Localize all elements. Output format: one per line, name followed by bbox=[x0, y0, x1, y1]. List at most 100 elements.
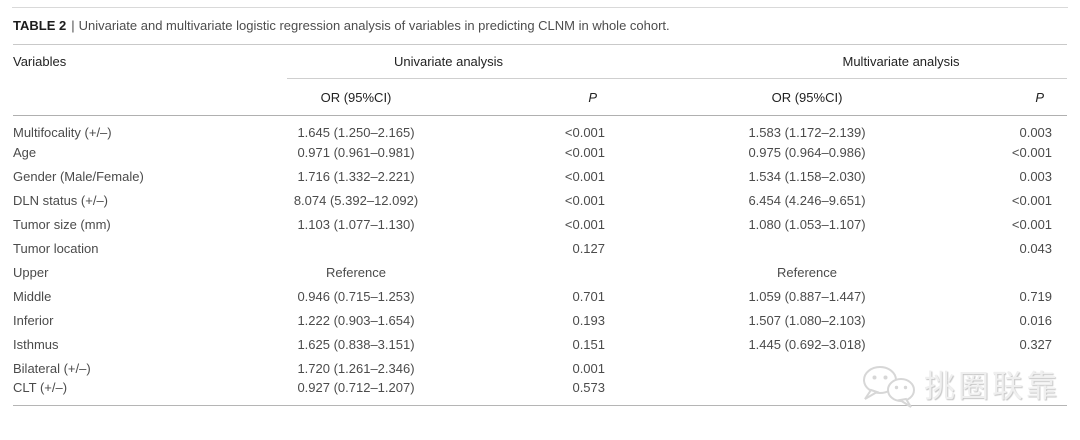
column-spacer bbox=[610, 212, 735, 236]
cell-univariate-or: 1.103 (1.077–1.130) bbox=[297, 216, 415, 232]
table-caption-text: Univariate and multivariate logistic reg… bbox=[78, 18, 670, 33]
sub-header-empty bbox=[13, 78, 287, 116]
cell-multivariate-or bbox=[735, 356, 879, 380]
table-header: Variables Univariate analysis Multivaria… bbox=[13, 44, 1068, 116]
cell-multivariate-or: 0.975 (0.964–0.986) bbox=[748, 144, 866, 160]
cell-variable: Gender (Male/Female) bbox=[13, 168, 144, 184]
cell-multivariate-or: 1.059 (0.887–1.447) bbox=[748, 288, 866, 304]
cell-variable: Inferior bbox=[13, 312, 54, 328]
cell-multivariate-or: 6.454 (4.246–9.651) bbox=[748, 192, 866, 208]
cell-univariate-p bbox=[425, 260, 610, 284]
group-header-univariate: Univariate analysis bbox=[287, 44, 611, 79]
cell-univariate-or: 0.927 (0.712–1.207) bbox=[297, 380, 415, 395]
column-spacer bbox=[610, 308, 735, 332]
cell-univariate-p: <0.001 bbox=[564, 125, 606, 140]
cell-univariate-or: 1.716 (1.332–2.221) bbox=[297, 168, 415, 184]
table-caption-separator: | bbox=[71, 18, 75, 33]
column-spacer bbox=[610, 116, 735, 141]
table-row: Tumor location 0.127 0.043 bbox=[13, 236, 1067, 260]
column-spacer bbox=[610, 140, 735, 164]
table-row: Tumor size (mm) 1.103 (1.077–1.130) <0.001… bbox=[13, 212, 1067, 236]
cell-multivariate-p bbox=[879, 260, 1067, 284]
cell-multivariate-p: <0.001 bbox=[1011, 192, 1053, 208]
cell-multivariate-p: 0.003 bbox=[1019, 125, 1053, 140]
cell-multivariate-p: 0.016 bbox=[1019, 312, 1053, 328]
cell-variable: Age bbox=[13, 144, 37, 160]
table-caption: TABLE 2 | Univariate and multivariate logi… bbox=[13, 17, 1067, 34]
cell-multivariate-or bbox=[735, 236, 879, 260]
column-spacer bbox=[610, 332, 735, 356]
column-spacer bbox=[610, 78, 736, 116]
cell-multivariate-p bbox=[879, 380, 1067, 406]
table-row: Inferior 1.222 (0.903–1.654) 0.193 1.507 (1… bbox=[13, 308, 1067, 332]
column-spacer bbox=[610, 356, 735, 380]
table-caption-label: TABLE 2 bbox=[13, 18, 67, 33]
column-spacer bbox=[610, 380, 735, 406]
sub-header-uni-or: OR (95%CI) bbox=[287, 78, 425, 116]
cell-univariate-or: 1.222 (0.903–1.654) bbox=[297, 312, 415, 328]
cell-univariate-or: 1.625 (0.838–3.151) bbox=[297, 336, 415, 352]
cell-multivariate-or: Reference bbox=[777, 264, 837, 280]
column-spacer bbox=[610, 44, 736, 79]
cell-univariate-or: 0.946 (0.715–1.253) bbox=[297, 288, 415, 304]
cell-multivariate-or: 1.445 (0.692–3.018) bbox=[748, 336, 866, 352]
cell-univariate-p: 0.701 bbox=[572, 288, 606, 304]
cell-multivariate-p: <0.001 bbox=[1011, 144, 1053, 160]
column-spacer bbox=[610, 284, 735, 308]
table-row: Middle 0.946 (0.715–1.253) 0.701 1.059 (0.8… bbox=[13, 284, 1067, 308]
cell-univariate-or: 8.074 (5.392–12.092) bbox=[293, 192, 419, 208]
cell-univariate-or bbox=[287, 236, 425, 260]
cell-multivariate-p: 0.719 bbox=[1019, 288, 1053, 304]
column-spacer bbox=[610, 236, 735, 260]
sub-header-multi-p: P bbox=[879, 78, 1068, 116]
table-row: Gender (Male/Female) 1.716 (1.332–2.221) <… bbox=[13, 164, 1067, 188]
cell-variable: Tumor size (mm) bbox=[13, 216, 111, 232]
cell-variable: Middle bbox=[13, 288, 52, 304]
table-row: Upper Reference Reference bbox=[13, 260, 1067, 284]
cell-multivariate-or: 1.534 (1.158–2.030) bbox=[748, 168, 866, 184]
cell-multivariate-p: 0.043 bbox=[1019, 240, 1053, 256]
cell-univariate-p: <0.001 bbox=[564, 192, 606, 208]
cell-multivariate-p bbox=[879, 356, 1067, 380]
cell-variable: CLT (+/–) bbox=[13, 380, 68, 395]
column-spacer bbox=[610, 164, 735, 188]
cell-multivariate-or bbox=[735, 380, 879, 406]
regression-table: Variables Univariate analysis Multivaria… bbox=[13, 44, 1068, 406]
cell-univariate-or: Reference bbox=[326, 264, 386, 280]
top-divider bbox=[12, 7, 1068, 8]
cell-univariate-or: 1.720 (1.261–2.346) bbox=[297, 360, 415, 376]
cell-univariate-or: 1.645 (1.250–2.165) bbox=[297, 125, 415, 140]
sub-header-row: OR (95%CI) P OR (95%CI) P bbox=[13, 78, 1068, 116]
cell-variable: Bilateral (+/–) bbox=[13, 360, 91, 376]
cell-variable: Tumor location bbox=[13, 240, 99, 256]
cell-univariate-p: 0.001 bbox=[572, 360, 606, 376]
cell-multivariate-or: 1.507 (1.080–2.103) bbox=[748, 312, 866, 328]
group-header-multivariate: Multivariate analysis bbox=[735, 44, 1068, 79]
sub-header-uni-p: P bbox=[425, 78, 611, 116]
cell-multivariate-p: 0.003 bbox=[1019, 168, 1053, 184]
table-row: Age 0.971 (0.961–0.981) <0.001 0.975 (0.964… bbox=[13, 140, 1067, 164]
col-header-variables: Variables bbox=[13, 54, 67, 70]
table-body: Multifocality (+/–) 1.645 (1.250–2.165) <0… bbox=[13, 116, 1067, 406]
cell-univariate-p: <0.001 bbox=[564, 144, 606, 160]
column-spacer bbox=[610, 188, 735, 212]
table-row: Multifocality (+/–) 1.645 (1.250–2.165) <0… bbox=[13, 116, 1067, 141]
table-row: DLN status (+/–) 8.074 (5.392–12.092) <0.0… bbox=[13, 188, 1067, 212]
cell-variable: Isthmus bbox=[13, 336, 59, 352]
cell-univariate-p: 0.573 bbox=[572, 380, 606, 395]
table-row: Bilateral (+/–) 1.720 (1.261–2.346) 0.001 bbox=[13, 356, 1067, 380]
sub-header-multi-or: OR (95%CI) bbox=[735, 78, 880, 116]
cell-univariate-p: 0.127 bbox=[572, 240, 606, 256]
group-header-row: Variables Univariate analysis Multivaria… bbox=[13, 44, 1068, 79]
cell-univariate-p: 0.151 bbox=[572, 336, 606, 352]
cell-univariate-p: <0.001 bbox=[564, 216, 606, 232]
table-row: CLT (+/–) 0.927 (0.712–1.207) 0.573 bbox=[13, 380, 1067, 406]
cell-univariate-p: <0.001 bbox=[564, 168, 606, 184]
cell-univariate-p: 0.193 bbox=[572, 312, 606, 328]
table-row: Isthmus 1.625 (0.838–3.151) 0.151 1.445 (0.… bbox=[13, 332, 1067, 356]
column-spacer bbox=[610, 260, 735, 284]
cell-multivariate-p: 0.327 bbox=[1019, 336, 1053, 352]
cell-variable: Upper bbox=[13, 264, 49, 280]
cell-multivariate-p: <0.001 bbox=[1011, 216, 1053, 232]
cell-variable: DLN status (+/–) bbox=[13, 192, 109, 208]
